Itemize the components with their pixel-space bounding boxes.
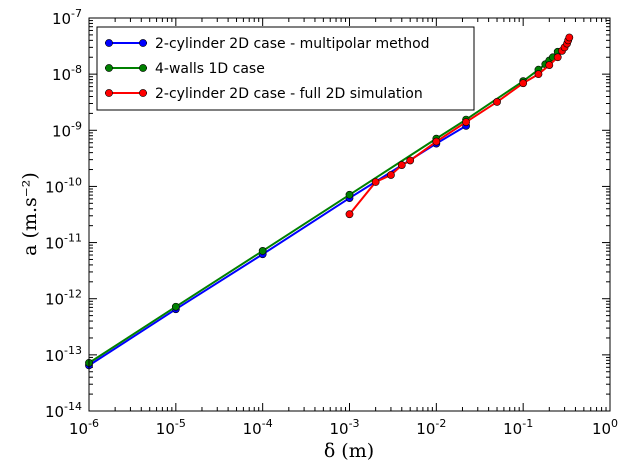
x-axis-label: δ (m) — [324, 440, 374, 462]
x-tick-label: 10-1 — [503, 417, 533, 438]
data-point — [565, 33, 574, 42]
tick-labels: 10-6 10-5 10-4 10-3 10-2 10-1 100 10-14 10-13 10-… — [45, 7, 618, 438]
y-tick-label: 10-14 — [45, 400, 82, 421]
y-axis-label: a (m.s⁻²) — [19, 172, 41, 256]
data-point — [406, 156, 415, 165]
series-3 — [345, 33, 574, 219]
data-point — [258, 247, 267, 255]
data-point — [493, 98, 501, 106]
y-tick-label: 10-10 — [45, 175, 82, 196]
legend-item: 2-cylinder 2D case - multipolar method — [105, 36, 430, 52]
x-tick-label: 10-6 — [69, 417, 99, 438]
legend-item: 2-cylinder 2D case - full 2D simulation — [105, 86, 423, 102]
data-point — [171, 302, 180, 311]
legend-label: 2-cylinder 2D case - multipolar method — [155, 36, 430, 52]
plot-frame — [88, 17, 611, 412]
data-point — [432, 137, 441, 146]
data-point — [462, 118, 470, 126]
data-point — [345, 190, 354, 199]
data-point — [519, 79, 528, 88]
x-tick-label: 10-3 — [329, 417, 359, 438]
legend-swatch-marker — [139, 89, 147, 97]
series-line — [88, 124, 467, 367]
data-point — [553, 53, 562, 62]
series-layer — [85, 33, 574, 370]
y-tick-label: 10-12 — [45, 288, 82, 309]
legend: 2-cylinder 2D case - multipolar method 4-… — [96, 26, 475, 111]
data-point — [545, 61, 554, 69]
x-tick-label: 10-5 — [156, 417, 186, 438]
data-point — [387, 171, 395, 179]
x-tick-label: 10-4 — [243, 417, 273, 438]
legend-swatch-marker — [105, 39, 113, 47]
data-point — [371, 178, 380, 186]
legend-swatch-marker — [105, 64, 113, 72]
legend-label: 2-cylinder 2D case - full 2D simulation — [155, 86, 423, 102]
legend-swatch-marker — [139, 64, 147, 72]
y-tick-label: 10-13 — [45, 344, 82, 365]
y-tick-label: 10-8 — [52, 63, 82, 84]
y-tick-label: 10-11 — [45, 232, 82, 253]
legend-box — [96, 26, 475, 111]
data-point — [397, 161, 406, 169]
legend-label: 4-walls 1D case — [155, 61, 265, 77]
y-tick-label: 10-9 — [52, 119, 82, 140]
x-tick-label: 100 — [592, 417, 618, 438]
data-point — [345, 210, 354, 219]
legend-swatch-marker — [139, 39, 147, 47]
legend-swatch-marker — [105, 89, 113, 97]
x-tick-label: 10-2 — [416, 417, 446, 438]
legend-item: 4-walls 1D case — [105, 61, 265, 77]
data-point — [534, 70, 543, 79]
y-tick-label: 10-7 — [52, 7, 82, 28]
